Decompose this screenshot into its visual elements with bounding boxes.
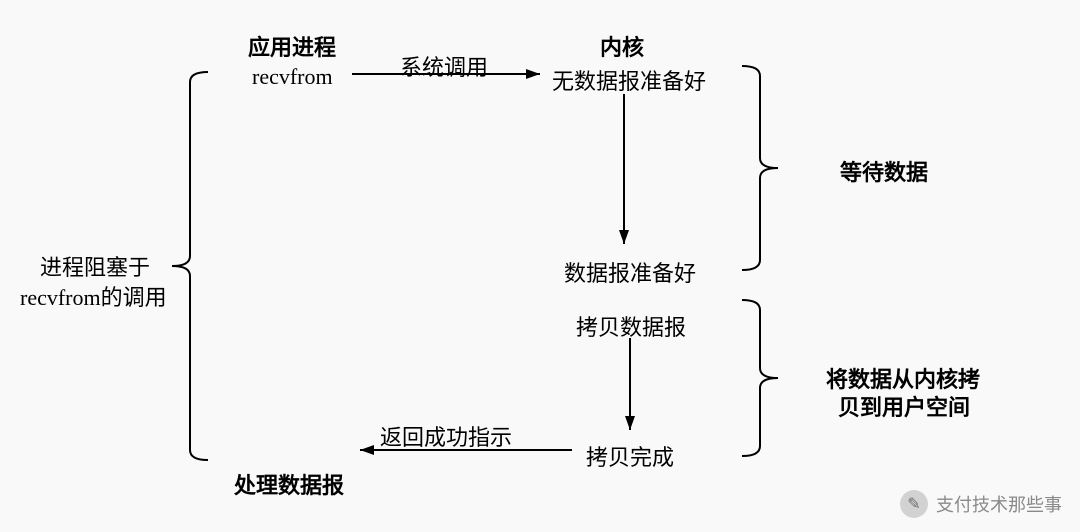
right-wait-label: 等待数据 <box>840 155 928 187</box>
left-label-l1: 进程阻塞于 <box>40 250 150 282</box>
copy-datagram-label: 拷贝数据报 <box>576 310 686 342</box>
pencil-icon: ✎ <box>900 490 928 518</box>
watermark-text: 支付技术那些事 <box>936 491 1062 517</box>
copy-done-label: 拷贝完成 <box>586 440 674 472</box>
syscall-label: 系统调用 <box>400 50 488 82</box>
kernel-header: 内核 <box>600 30 644 62</box>
no-data-ready-label: 无数据报准备好 <box>552 64 706 96</box>
left-label-l2: recvfrom的调用 <box>20 280 167 312</box>
process-datagram-label: 处理数据报 <box>234 468 344 500</box>
data-ready-label: 数据报准备好 <box>564 256 696 288</box>
watermark: ✎ 支付技术那些事 <box>900 490 1062 518</box>
app-header: 应用进程 <box>248 30 336 62</box>
return-ok-label: 返回成功指示 <box>380 420 512 452</box>
diagram-canvas <box>0 0 1080 532</box>
recvfrom-label: recvfrom <box>252 64 333 90</box>
right-copy-label-l2: 贝到用户空间 <box>838 390 970 422</box>
